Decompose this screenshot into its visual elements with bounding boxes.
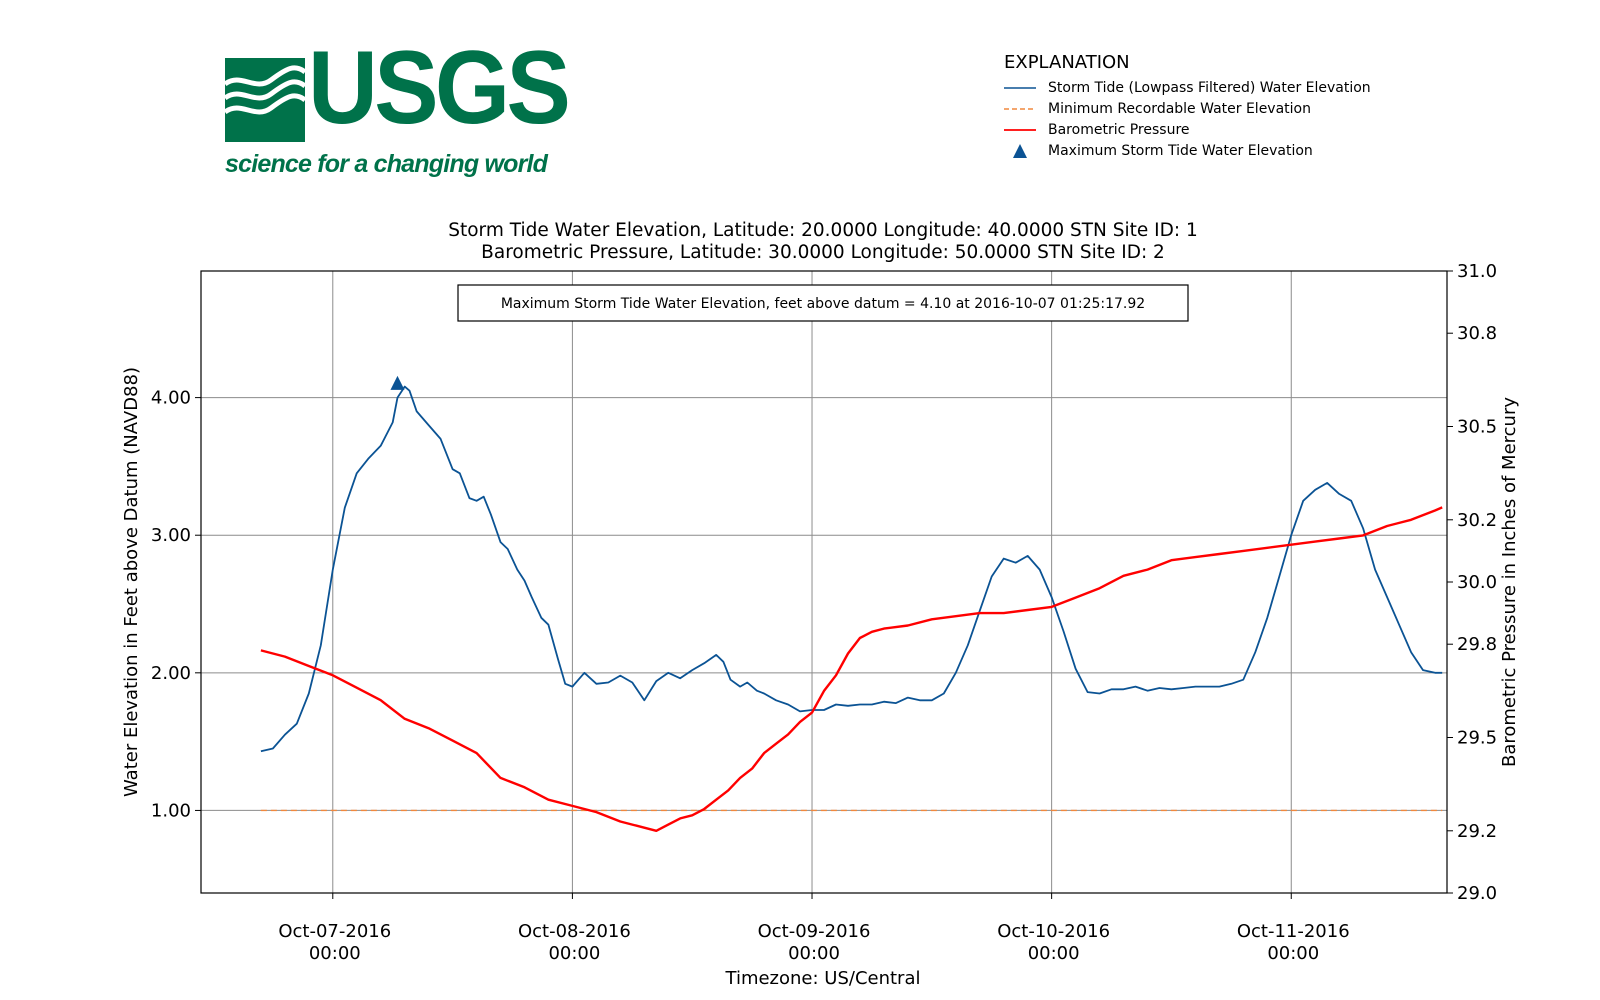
x-tick-label-date: Oct-09-2016 [758,921,871,942]
y-right-tick-label: 29.0 [1457,883,1497,904]
plot-frame [200,270,1448,894]
legend-item-storm-tide: Storm Tide (Lowpass Filtered) Water Elev… [1004,77,1371,98]
usgs-logo: USGS science for a changing world [225,36,571,183]
legend-key-dashed-line [1004,107,1036,110]
usgs-wave-icon [225,58,305,142]
chart-title-line-2: Barometric Pressure, Latitude: 30.0000 L… [481,242,1165,263]
y-right-tick-label: 30.2 [1457,510,1497,531]
legend-title: EXPLANATION [1004,52,1130,73]
legend-key-solid-line [1004,86,1036,89]
series-line-2 [260,506,1443,832]
max-storm-tide-marker [390,375,405,390]
y-left-tick-label: 1.00 [151,800,191,821]
legend-item-max-storm-tide: Maximum Storm Tide Water Elevation [1004,140,1371,161]
x-tick-label-time: 00:00 [1267,943,1319,964]
legend-label: Maximum Storm Tide Water Elevation [1048,142,1313,159]
y-left-tick-label: 3.00 [151,525,191,546]
legend-label: Storm Tide (Lowpass Filtered) Water Elev… [1048,79,1371,96]
triangle-marker-icon [1013,143,1027,158]
legend: EXPLANATION Storm Tide (Lowpass Filtered… [1004,52,1371,161]
y-left-tick-label: 4.00 [151,388,191,409]
chart-title-line-1: Storm Tide Water Elevation, Latitude: 20… [448,220,1198,241]
y-right-tick-label: 29.8 [1457,634,1497,655]
x-tick-label-time: 00:00 [1028,943,1080,964]
max-annotation-text: Maximum Storm Tide Water Elevation, feet… [501,296,1145,312]
x-tick-label-time: 00:00 [309,943,361,964]
legend-key-solid-line [1004,128,1036,131]
x-axis-label: Timezone: US/Central [725,968,921,989]
y-right-tick-label: 29.2 [1457,821,1497,842]
usgs-wordmark: USGS [308,30,571,146]
legend-item-min-recordable: Minimum Recordable Water Elevation [1004,98,1371,119]
x-tick-label-time: 00:00 [788,943,840,964]
y-right-tick-label: 31.0 [1457,261,1497,282]
x-tick-label-date: Oct-11-2016 [1237,921,1350,942]
y-axis-label-right: Barometric Pressure in Inches of Mercury [1499,397,1520,767]
y-right-tick-label: 30.5 [1457,417,1497,438]
x-tick-label-date: Oct-10-2016 [997,921,1110,942]
legend-label: Barometric Pressure [1048,121,1190,138]
usgs-tagline: science for a changing world [225,150,548,178]
legend-label: Minimum Recordable Water Elevation [1048,100,1311,117]
series-line-0 [260,385,1443,753]
y-right-tick-label: 30.8 [1457,323,1497,344]
x-tick-label-date: Oct-08-2016 [518,921,631,942]
y-axis-label-left: Water Elevation in Feet above Datum (NAV… [121,367,142,797]
max-annotation-box [457,284,1189,322]
legend-item-barometric: Barometric Pressure [1004,119,1371,140]
x-tick-label-date: Oct-07-2016 [278,921,391,942]
y-right-tick-label: 30.0 [1457,572,1497,593]
y-right-tick-label: 29.5 [1457,728,1497,749]
x-tick-label-time: 00:00 [548,943,600,964]
y-left-tick-label: 2.00 [151,663,191,684]
